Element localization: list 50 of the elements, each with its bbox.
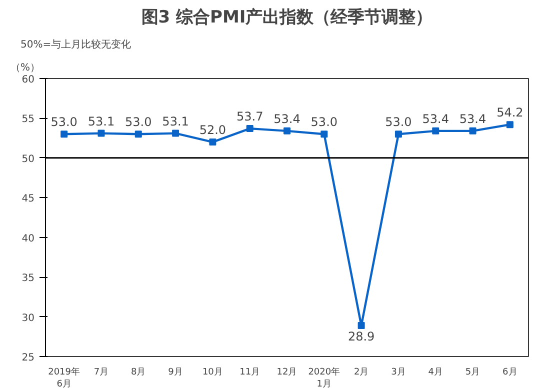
x-tick-label: 2019年 6月 xyxy=(48,366,80,390)
x-tick-label: 6月 xyxy=(502,368,518,378)
data-label: 28.9 xyxy=(348,330,375,344)
data-label: 53.0 xyxy=(385,115,412,130)
point xyxy=(432,127,440,134)
text: 50%=与上月比较无变化 xyxy=(20,38,132,50)
point xyxy=(98,130,105,137)
x-tick-label: 5月 xyxy=(465,368,480,378)
y-tick-label: 30 xyxy=(22,312,35,324)
y-tick-label: 35 xyxy=(22,273,35,284)
y-axis-title: （%） xyxy=(10,62,40,74)
x-tick-label: 7月 xyxy=(94,368,109,378)
point xyxy=(358,322,365,330)
y-tick-label: 60 xyxy=(22,74,35,86)
point xyxy=(60,130,68,138)
data-label: 53.1 xyxy=(88,114,115,128)
point xyxy=(134,130,142,138)
y-tick-label: 25 xyxy=(22,352,35,364)
x-tick-label: 2020年 1月 xyxy=(308,366,340,390)
point xyxy=(209,138,216,146)
y-tick-label: 40 xyxy=(22,233,35,244)
data-label: 53.0 xyxy=(50,115,78,130)
y-tick-label: 45 xyxy=(22,194,35,205)
data-label: 53.4 xyxy=(422,112,449,126)
point xyxy=(246,125,254,132)
data-label: 52.0 xyxy=(199,123,226,138)
x-tick-label: 11月 xyxy=(240,368,260,378)
chart-title: 图3 综合PMI产出指数（经季节调整） xyxy=(141,8,433,28)
data-label: 53.7 xyxy=(236,110,264,124)
x-tick-label: 2月 xyxy=(354,368,369,378)
point xyxy=(506,121,514,128)
data-label: 53.4 xyxy=(459,112,486,126)
data-label: 53.1 xyxy=(162,114,189,128)
data-label: 54.2 xyxy=(496,106,524,120)
data-label: 53.0 xyxy=(125,115,152,130)
point xyxy=(320,130,328,138)
data-label: 53.0 xyxy=(310,115,338,130)
y-tick-label: 50 xyxy=(22,154,35,165)
point xyxy=(469,127,476,134)
point xyxy=(172,130,180,137)
x-tick-label: 3月 xyxy=(391,368,406,378)
x-tick-label: 8月 xyxy=(131,368,146,378)
data-label: 53.4 xyxy=(274,112,300,126)
x-tick-label: 12月 xyxy=(276,368,298,378)
x-tick-label: 10月 xyxy=(202,368,223,378)
x-tick-label: 4月 xyxy=(428,368,443,378)
point xyxy=(394,130,402,138)
point xyxy=(284,127,290,134)
y-tick-label: 55 xyxy=(22,114,35,126)
x-tick-label: 9月 xyxy=(168,368,183,378)
